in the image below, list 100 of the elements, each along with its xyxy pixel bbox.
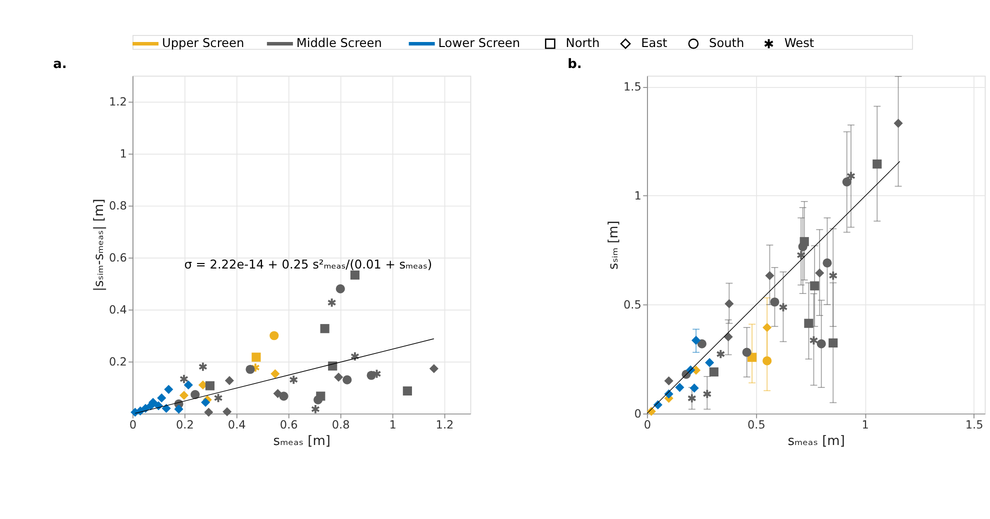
point <box>709 367 718 376</box>
y-tick-label: 0.5 <box>623 298 642 312</box>
y-tick-label: 0.8 <box>108 200 127 213</box>
chart-title: b. <box>568 56 582 72</box>
x-tick-label: 1 <box>389 418 396 432</box>
point <box>334 372 344 382</box>
point <box>724 332 733 342</box>
point <box>742 348 752 357</box>
x-tick-label: 1.2 <box>436 418 454 432</box>
x-tick-label: 0.2 <box>176 418 194 432</box>
point <box>250 362 260 373</box>
x-tick-label: 0.8 <box>332 418 350 432</box>
point <box>810 281 820 290</box>
point <box>200 398 210 407</box>
point <box>289 374 298 385</box>
legend-label: North <box>566 36 600 50</box>
point <box>822 258 832 268</box>
point <box>179 390 189 400</box>
x-tick-label: 0.4 <box>228 418 246 432</box>
y-axis-title: |sₛᵢₘ-sₘₑₐₛ| [m] <box>92 198 107 292</box>
y-tick-label: 0.6 <box>108 252 127 265</box>
point <box>809 335 818 346</box>
point <box>270 369 280 378</box>
point <box>222 407 232 416</box>
point <box>270 331 279 340</box>
point <box>429 364 438 374</box>
point <box>252 352 261 362</box>
legend-label: East <box>641 36 668 50</box>
point <box>828 338 838 348</box>
y-tick-label: 1 <box>120 148 127 161</box>
x-tick-label: 0 <box>644 418 652 432</box>
legend-label: Lower Screen <box>438 36 520 50</box>
point <box>770 297 780 307</box>
x-tick-label: 0.5 <box>747 418 766 432</box>
point <box>214 392 223 404</box>
y-tick-label: 0 <box>634 407 642 420</box>
point <box>816 339 826 348</box>
legend-label: West <box>784 36 814 50</box>
point <box>716 349 726 360</box>
point <box>184 380 193 390</box>
point <box>894 118 903 128</box>
point <box>224 376 234 386</box>
legend-label: Upper Screen <box>162 36 244 50</box>
x-tick-label: 1 <box>862 418 869 432</box>
point <box>350 351 360 362</box>
point <box>350 270 360 280</box>
x-tick-label: 0.6 <box>280 418 298 432</box>
point <box>204 408 214 417</box>
point <box>842 177 852 186</box>
annotation: σ = 2.22e-14 + 0.25 s²ₘₑₐₛ/(0.01 + sₘₑₐₛ) <box>184 257 432 272</box>
point <box>164 384 174 394</box>
point <box>314 395 323 404</box>
y-tick-label: 0.2 <box>108 355 127 368</box>
point <box>372 368 382 379</box>
point <box>246 364 255 374</box>
point <box>336 284 345 294</box>
point <box>675 382 684 392</box>
point <box>342 375 352 384</box>
point <box>198 362 208 372</box>
point <box>762 322 772 332</box>
point <box>162 404 171 413</box>
point <box>328 361 338 371</box>
legend-label: South <box>709 36 744 50</box>
point <box>320 324 330 334</box>
x-axis-title: sₘₑₐₛ [m] <box>273 434 330 450</box>
y-tick-label: 1.5 <box>623 80 642 94</box>
y-tick-label: 1 <box>634 190 642 203</box>
point <box>190 390 200 400</box>
x-axis-title: sₘₑₐₛ [m] <box>788 434 845 450</box>
point <box>205 381 214 390</box>
x-tick-label: 1.5 <box>965 418 984 432</box>
point <box>762 356 772 366</box>
legend-label: Middle Screen <box>296 36 382 50</box>
y-axis-title: sₛᵢₘ [m] <box>606 220 622 270</box>
point <box>798 242 808 252</box>
point <box>697 339 706 348</box>
point <box>828 270 838 281</box>
point <box>846 170 856 182</box>
point <box>179 374 188 384</box>
point <box>692 336 701 345</box>
point <box>690 384 699 393</box>
point <box>687 393 696 404</box>
chart-title: a. <box>53 56 67 72</box>
point <box>765 271 774 280</box>
x-tick-label: 0 <box>129 418 137 432</box>
point <box>872 159 882 169</box>
point <box>273 389 282 398</box>
point <box>705 358 714 368</box>
point <box>664 376 674 386</box>
point <box>327 298 336 308</box>
y-tick-label: 0.4 <box>108 304 127 317</box>
point <box>804 318 814 328</box>
point <box>310 404 320 414</box>
point <box>778 302 788 312</box>
point <box>796 250 806 260</box>
point <box>157 393 166 403</box>
point <box>402 386 412 396</box>
point <box>724 299 734 308</box>
point <box>815 268 824 278</box>
y-tick-label: 1.2 <box>108 96 127 109</box>
